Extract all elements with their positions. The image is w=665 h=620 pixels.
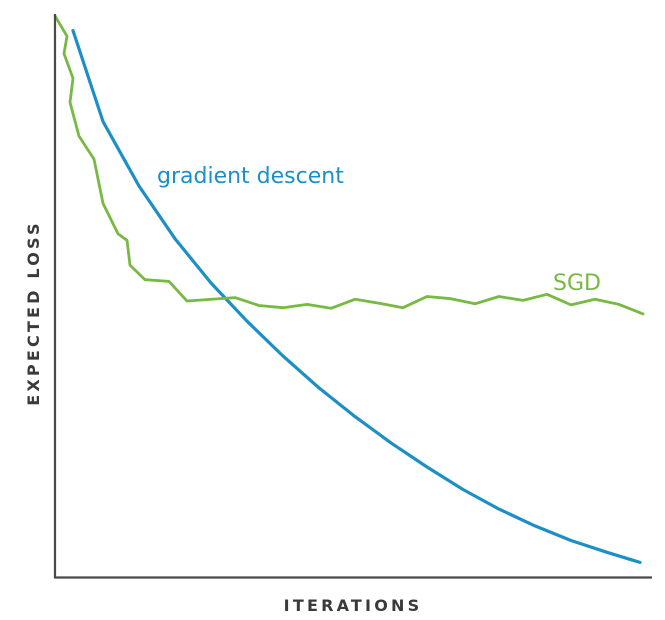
x-axis-title: ITERATIONS (284, 596, 423, 615)
series-line-sgd (53, 14, 645, 316)
series-label-sgd: SGD (553, 271, 601, 296)
series-labels: gradient descent SGD (157, 164, 601, 296)
series-line-gradient-descent (71, 29, 642, 564)
series-label-gradient-descent: gradient descent (157, 164, 344, 189)
plot-area (53, 14, 645, 564)
y-axis-title: EXPECTED LOSS (24, 220, 43, 406)
